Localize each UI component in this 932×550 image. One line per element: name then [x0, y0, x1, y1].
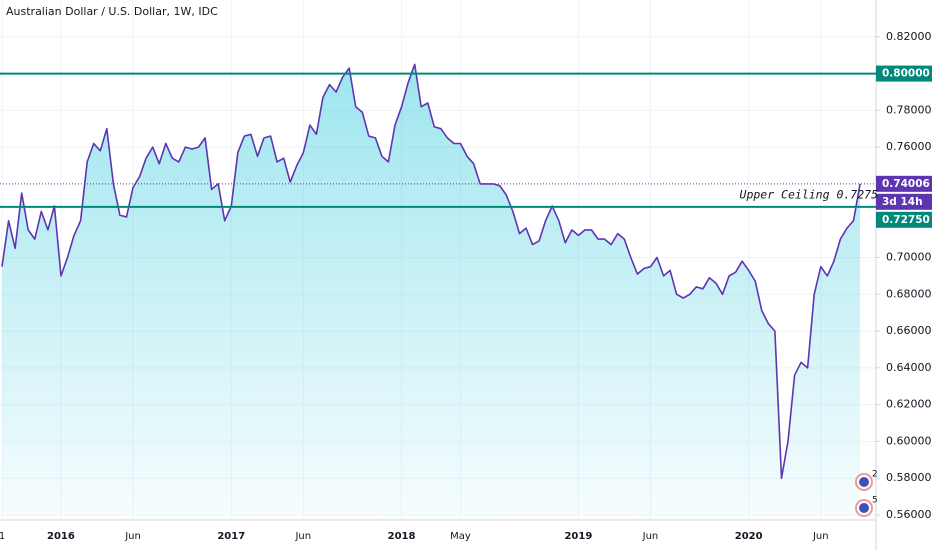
x-tick-label: May: [450, 531, 471, 542]
y-tick-label: 0.82000: [886, 30, 932, 43]
y-tick-label: 0.70000: [886, 251, 932, 264]
y-tick-label: 0.60000: [886, 434, 932, 447]
price-label-box: [876, 175, 932, 192]
x-tick-label: Jun: [294, 531, 311, 542]
y-tick-label: 0.76000: [886, 140, 932, 153]
x-tick-label: 2016: [47, 531, 75, 542]
y-tick-label: 0.62000: [886, 398, 932, 411]
y-tick-label: 0.78000: [886, 103, 932, 116]
price-label-box: [876, 65, 932, 82]
x-tick-label: Jun: [812, 531, 829, 542]
price-line: [1, 63, 861, 479]
y-tick-label: 0.56000: [886, 508, 932, 521]
area-fill: [2, 64, 861, 516]
event-count: 5: [872, 496, 878, 506]
price-label: 0.74006: [882, 178, 930, 190]
plot: [1, 63, 861, 516]
price-label: 0.72750: [882, 214, 930, 226]
event-count: 2: [872, 470, 878, 480]
y-tick-label: 0.68000: [886, 287, 932, 300]
price-label-box: [876, 193, 932, 210]
event-flag: [859, 477, 869, 487]
y-tick-label: 0.58000: [886, 471, 932, 484]
x-tick-label: Jun: [642, 531, 659, 542]
chart-title: Australian Dollar / U.S. Dollar, 1W, IDC: [6, 5, 218, 18]
annotation: Upper Ceiling 0.7275: [740, 187, 879, 201]
x-tick-label: 2018: [388, 531, 416, 542]
y-tick-label: 0.66000: [886, 324, 932, 337]
price-label-box: [876, 211, 932, 228]
x-tick-label: Jun: [124, 531, 141, 542]
price-label: 3d 14h: [882, 196, 923, 208]
y-tick-label: 0.64000: [886, 361, 932, 374]
price-label: 0.80000: [882, 68, 930, 80]
x-tick-label: 2020: [735, 531, 763, 542]
x-tick-label: 2017: [217, 531, 245, 542]
event-flag: [859, 503, 869, 513]
x-tick-label: 1: [0, 531, 5, 542]
x-tick-label: 2019: [564, 531, 592, 542]
